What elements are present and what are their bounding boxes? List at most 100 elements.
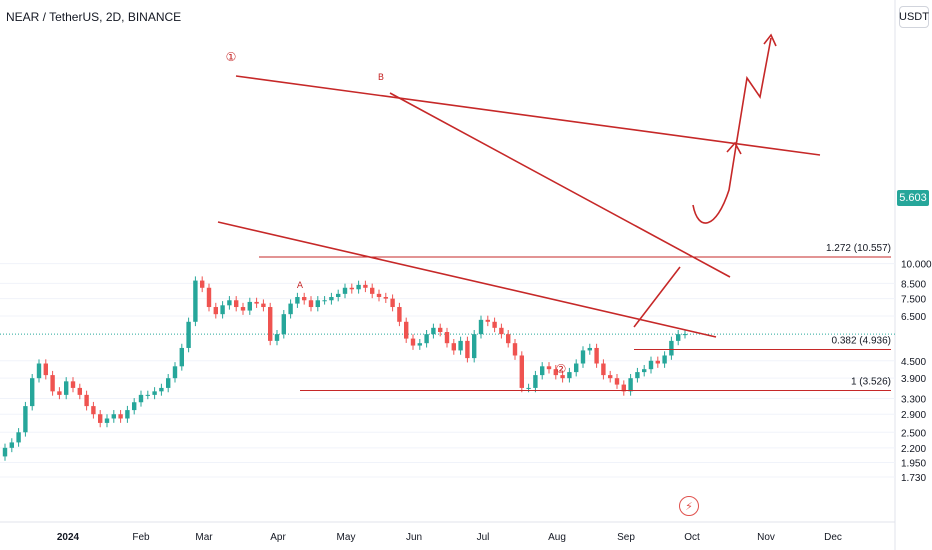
candle-body: [64, 381, 69, 395]
candle-body: [512, 343, 518, 356]
candles: [2, 276, 688, 461]
candle-body: [274, 334, 280, 341]
candle-body: [519, 355, 524, 388]
candle-body: [451, 343, 456, 351]
candle-body: [268, 307, 273, 341]
candle-body: [84, 394, 89, 407]
candle-body: [546, 366, 552, 370]
fib-level-label: 1 (3.526): [851, 376, 891, 387]
candle-body: [322, 300, 327, 302]
candle-body: [472, 334, 477, 359]
candle-body: [50, 375, 55, 392]
candle-body: [43, 363, 48, 376]
candle-body: [186, 321, 191, 348]
candle-body: [553, 369, 558, 376]
candle-body: [485, 319, 490, 322]
candle-body: [98, 414, 103, 423]
candle-body: [295, 297, 300, 304]
candle-body: [478, 319, 484, 335]
annotations: 1.272 (10.557) 0.382 (4.936) 1 (3.526) ① B A ②: [226, 50, 891, 387]
candle-body: [172, 366, 178, 379]
candle-body: [540, 366, 545, 376]
candle-body: [138, 394, 144, 403]
time-tick-label: Jun: [406, 532, 422, 543]
time-tick-label: Sep: [617, 532, 635, 543]
time-tick-label: Apr: [270, 532, 286, 543]
time-tick-label: Feb: [132, 532, 150, 543]
price-axis[interactable]: 10.000 8.500 7.500 6.500 4.500 3.900 3.300 2.90…: [901, 260, 932, 484]
candle-body: [424, 334, 429, 344]
candle-body: [662, 355, 667, 364]
candle-body: [240, 307, 246, 311]
candle-body: [669, 340, 674, 356]
candle-body: [220, 305, 225, 315]
candle-body: [288, 303, 293, 315]
lower-trend-line: [217, 221, 717, 338]
candle-body: [193, 280, 198, 322]
time-tick-label: Mar: [195, 532, 213, 543]
candle-body: [234, 300, 239, 308]
candle-body: [23, 406, 28, 433]
candle-body: [655, 360, 660, 364]
candle-body: [9, 442, 14, 448]
fib-level-label: 1.272 (10.557): [826, 243, 891, 254]
wave-2-label: ②: [556, 362, 567, 376]
candle-body: [206, 287, 212, 308]
candle-body: [159, 387, 164, 392]
candle-body: [635, 372, 640, 379]
candle-body: [247, 301, 252, 311]
candle-body: [506, 334, 511, 344]
price-tick-label: 1.950: [901, 459, 926, 470]
price-tick-label: 2.900: [901, 410, 926, 421]
candle-body: [261, 303, 266, 308]
candle-body: [36, 363, 42, 379]
candle-body: [30, 378, 35, 407]
candle-body: [370, 287, 375, 294]
candle-body: [628, 378, 633, 392]
candle-body: [91, 406, 96, 415]
candle-body: [492, 321, 497, 328]
candle-body: [608, 375, 613, 379]
price-tick-label: 3.300: [901, 395, 926, 406]
flash-icon[interactable]: ⚡: [679, 496, 699, 516]
price-tick-label: 4.500: [901, 357, 926, 368]
candle-body: [458, 340, 463, 351]
candle-body: [390, 298, 395, 308]
grid: [0, 0, 896, 550]
candle-body: [533, 375, 538, 388]
price-tick-label: 6.500: [901, 312, 926, 323]
candle-body: [567, 372, 572, 379]
candle-body: [329, 297, 334, 301]
time-tick-label: Nov: [757, 532, 775, 543]
candle-body: [560, 375, 565, 379]
candle-body: [383, 297, 388, 299]
candle-body: [200, 280, 205, 288]
upper-trend-line: [235, 75, 821, 156]
candle-body: [213, 307, 218, 315]
candle-body: [404, 321, 409, 339]
candle-body: [302, 297, 307, 301]
time-tick-label: Oct: [684, 532, 700, 543]
trend-drawings: [217, 33, 891, 391]
candle-body: [57, 391, 62, 395]
candle-body: [104, 418, 110, 423]
candle-body: [118, 414, 123, 419]
candle-body: [642, 369, 647, 373]
projection-arrowhead-top: [763, 33, 777, 47]
candle-body: [676, 334, 681, 341]
candle-body: [132, 402, 137, 411]
candle-body: [70, 381, 76, 388]
candle-body: [349, 287, 354, 290]
candle-body: [179, 347, 184, 367]
candle-body: [166, 378, 171, 388]
time-tick-label: Dec: [824, 532, 842, 543]
candle-body: [16, 432, 21, 443]
currency-button[interactable]: USDT: [899, 6, 929, 28]
candle-body: [342, 287, 348, 294]
time-axis[interactable]: 2024 Feb Mar Apr May Jun Jul Aug Sep Oct Nov Dec: [57, 532, 842, 543]
candle-body: [254, 301, 259, 304]
candle-body: [648, 360, 654, 370]
candle-body: [682, 334, 688, 336]
candle-body: [145, 394, 150, 396]
